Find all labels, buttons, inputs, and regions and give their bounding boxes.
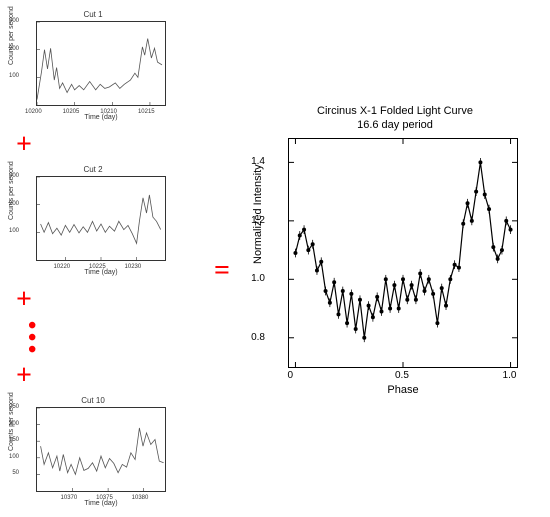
small-chart-2-xlabel: Time (day)	[36, 269, 166, 276]
small-chart-2: Cut 2 Counts per second 102201022510230 …	[8, 165, 178, 280]
small-chart-3-plot: 103701037510380 50100150200250	[36, 407, 166, 492]
big-chart-ylabel: Normalized Intensity	[252, 164, 264, 264]
small-chart-2-svg	[37, 177, 165, 260]
big-chart-title-line2: 16.6 day period	[357, 119, 433, 131]
big-chart-title: Circinus X-1 Folded Light Curve 16.6 day…	[250, 104, 540, 133]
small-chart-1-plot: 10200102051021010215 100200300	[36, 21, 166, 106]
small-chart-1: Cut 1 Counts per second 1020010205102101…	[8, 10, 178, 125]
big-chart-title-line1: Circinus X-1 Folded Light Curve	[317, 105, 473, 117]
plus-operator-1: +	[16, 129, 210, 161]
small-chart-3: Cut 10 Counts per second 103701037510380…	[8, 396, 178, 511]
result-column: = Circinus X-1 Folded Light Curve 16.6 d…	[210, 0, 550, 517]
small-multiples-column: Cut 1 Counts per second 1020010205102101…	[0, 0, 210, 517]
small-chart-2-plot: 102201022510230 100200300	[36, 176, 166, 261]
plus-operator-2: +	[16, 284, 210, 316]
small-chart-3-xlabel: Time (day)	[36, 500, 166, 507]
vertical-dots: • • •	[28, 320, 210, 356]
equals-operator: =	[214, 255, 230, 287]
small-chart-1-title: Cut 1	[8, 10, 178, 19]
small-chart-3-title: Cut 10	[8, 396, 178, 405]
small-chart-1-ylabel: Counts per second	[8, 6, 15, 65]
folded-light-curve-chart: Circinus X-1 Folded Light Curve 16.6 day…	[250, 104, 540, 414]
small-chart-3-svg	[37, 408, 165, 491]
big-chart-plot: 00.51.0 0.81.01.21.4	[288, 138, 518, 368]
figure-layout: Cut 1 Counts per second 1020010205102101…	[0, 0, 550, 517]
small-chart-2-title: Cut 2	[8, 165, 178, 174]
small-chart-1-xlabel: Time (day)	[36, 114, 166, 121]
big-chart-xlabel: Phase	[288, 384, 518, 396]
small-chart-2-ylabel: Counts per second	[8, 161, 15, 220]
big-chart-svg	[289, 139, 517, 367]
small-chart-1-svg	[37, 22, 165, 105]
plus-operator-3: +	[16, 360, 210, 392]
